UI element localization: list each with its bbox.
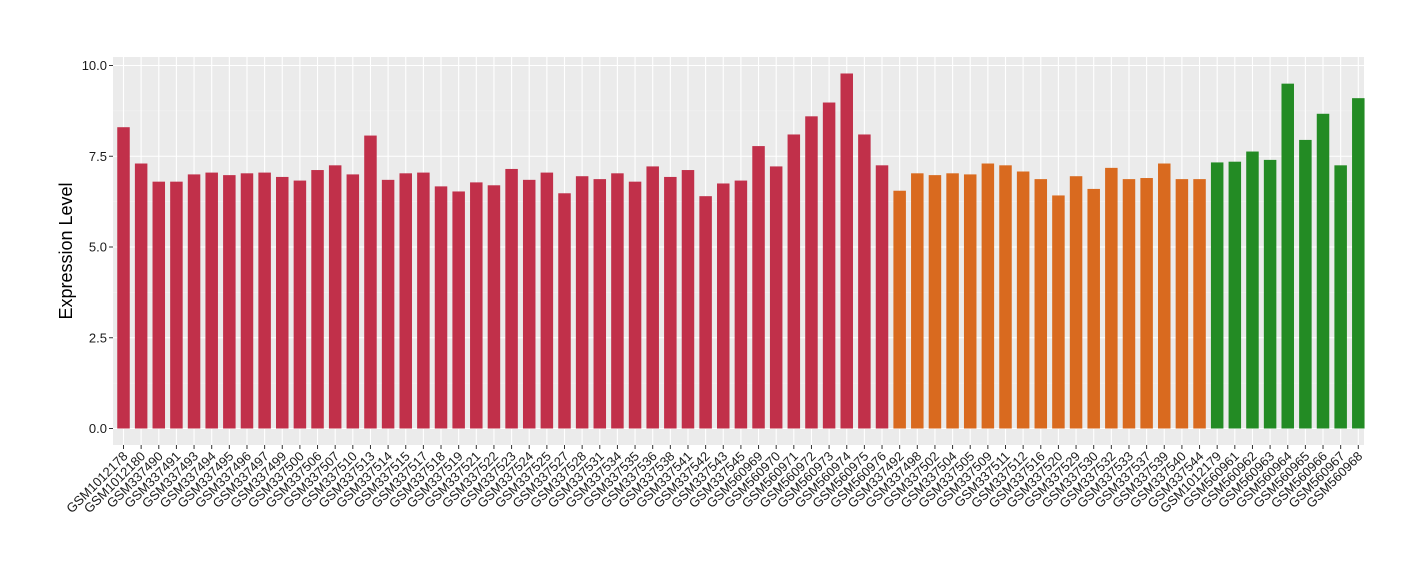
bar-GSM560970	[769, 166, 783, 429]
bar-GSM337530	[1087, 188, 1100, 429]
bar-GSM337524	[522, 179, 536, 429]
bar-GSM337490	[152, 181, 166, 429]
bar-GSM1012179	[1210, 162, 1224, 429]
bar-GSM337511	[999, 165, 1012, 429]
bar-GSM560961	[1228, 161, 1242, 429]
bar-GSM337520	[1052, 195, 1065, 429]
bar-GSM337512	[1016, 171, 1030, 429]
bar-GSM337538	[664, 176, 677, 429]
bar-GSM337521	[470, 182, 483, 429]
bar-GSM337537	[1140, 178, 1153, 429]
bar-GSM1012180	[134, 163, 148, 429]
bar-GSM337540	[1175, 179, 1189, 429]
bar-GSM337492	[893, 190, 906, 429]
bar-GSM337541	[681, 170, 695, 429]
bar-GSM337527	[558, 193, 571, 429]
bar-GSM560968	[1352, 98, 1365, 429]
bar-GSM337506	[311, 170, 324, 429]
bar-GSM337531	[593, 179, 607, 429]
bar-GSM337509	[981, 163, 995, 429]
bar-GSM337528	[575, 176, 589, 429]
bar-GSM560969	[752, 146, 765, 429]
bar-GSM560975	[858, 134, 871, 429]
bar-GSM337495	[223, 175, 236, 429]
bar-GSM560972	[805, 116, 818, 429]
bar-GSM337518	[434, 186, 448, 429]
bar-GSM337513	[364, 135, 377, 429]
bar-GSM337510	[346, 174, 360, 429]
bar-GSM560965	[1299, 139, 1312, 429]
bar-GSM560973	[822, 102, 836, 429]
bar-GSM337529	[1069, 176, 1083, 429]
bar-GSM337514	[381, 179, 395, 429]
bar-GSM337505	[963, 174, 977, 429]
bar-GSM337494	[205, 172, 218, 429]
bar-GSM337545	[734, 180, 748, 429]
bar-GSM337525	[540, 172, 554, 429]
bar-GSM337493	[187, 174, 201, 429]
bar-GSM337491	[170, 181, 183, 429]
bars-group	[117, 73, 1365, 429]
bar-GSM337532	[1105, 167, 1118, 429]
bar-GSM560974	[840, 73, 853, 429]
bar-GSM337499	[276, 176, 289, 429]
bar-GSM337497	[258, 172, 271, 429]
y-axis-title: Expression Level	[56, 182, 76, 319]
bar-GSM337504	[946, 173, 959, 429]
bar-GSM337519	[452, 191, 465, 429]
bar-GSM337515	[399, 173, 412, 429]
bar-GSM337544	[1193, 179, 1206, 429]
bar-GSM560963	[1263, 159, 1277, 429]
bar-GSM560964	[1281, 83, 1294, 429]
bar-GSM337535	[628, 181, 642, 429]
bar-GSM337500	[293, 180, 307, 429]
x-axis: GSM1012178GSM1012180GSM337490GSM337491GS…	[63, 445, 1365, 516]
y-axis: 0.0 2.5 5.0 7.5 10.0	[82, 58, 113, 436]
bar-GSM337502	[928, 175, 942, 429]
y-tick-label: 7.5	[89, 149, 107, 164]
bar-GSM337534	[611, 173, 624, 429]
y-tick-label: 2.5	[89, 330, 107, 345]
y-tick-label: 5.0	[89, 240, 107, 255]
bar-GSM337523	[505, 168, 518, 429]
bar-GSM337517	[417, 172, 430, 429]
bar-GSM337498	[911, 173, 924, 429]
bar-GSM560966	[1316, 113, 1330, 429]
bar-GSM560971	[787, 134, 801, 429]
bar-GSM337543	[717, 183, 730, 429]
bar-GSM1012178	[117, 127, 130, 429]
bar-GSM337496	[240, 173, 254, 429]
y-tick-label: 0.0	[89, 421, 107, 436]
bar-GSM337539	[1158, 163, 1171, 429]
bar-GSM560967	[1334, 165, 1347, 429]
bar-GSM337533	[1122, 179, 1136, 429]
bar-GSM337516	[1034, 179, 1048, 429]
bar-GSM337507	[328, 165, 342, 429]
bar-GSM337522	[487, 185, 501, 429]
bar-GSM337536	[646, 166, 659, 429]
bar-GSM337542	[699, 196, 712, 429]
bar-GSM560976	[875, 165, 889, 429]
y-tick-label: 10.0	[82, 58, 107, 73]
bar-GSM560962	[1246, 151, 1259, 429]
